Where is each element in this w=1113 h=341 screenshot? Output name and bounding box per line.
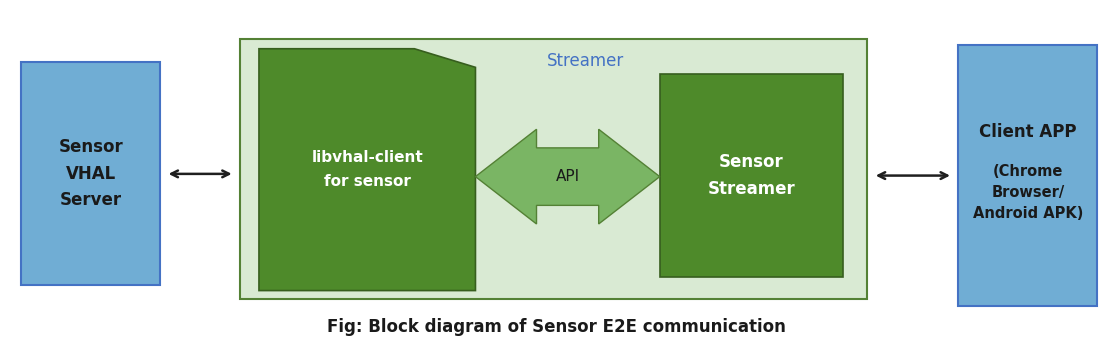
Text: API: API <box>555 169 580 184</box>
Text: Client APP: Client APP <box>979 123 1076 140</box>
Text: Streamer: Streamer <box>546 52 623 70</box>
FancyBboxPatch shape <box>958 45 1097 306</box>
FancyBboxPatch shape <box>21 62 160 285</box>
Polygon shape <box>475 129 660 224</box>
FancyBboxPatch shape <box>240 39 867 299</box>
Text: Fig: Block diagram of Sensor E2E communication: Fig: Block diagram of Sensor E2E communi… <box>327 318 786 336</box>
Text: (Chrome
Browser/
Android APK): (Chrome Browser/ Android APK) <box>973 164 1083 221</box>
Text: Sensor
Streamer: Sensor Streamer <box>708 153 795 198</box>
FancyBboxPatch shape <box>660 74 843 277</box>
Text: Sensor
VHAL
Server: Sensor VHAL Server <box>58 138 124 209</box>
Polygon shape <box>259 49 475 291</box>
Text: libvhal-client
for sensor: libvhal-client for sensor <box>312 150 423 189</box>
